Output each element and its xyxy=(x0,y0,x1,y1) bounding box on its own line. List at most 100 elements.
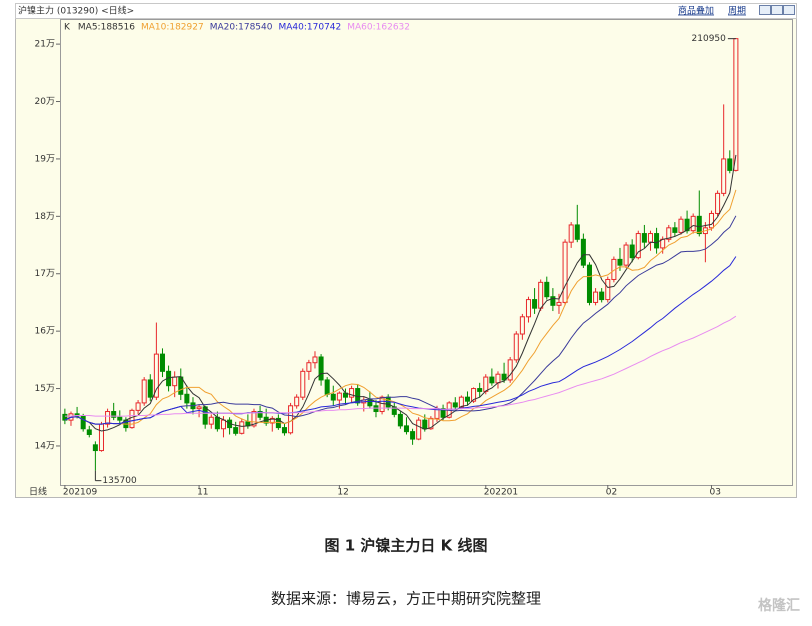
candle-body xyxy=(556,301,562,306)
candle-body xyxy=(74,413,80,417)
candle-body xyxy=(141,379,147,404)
candle-body xyxy=(696,215,702,235)
candle-body xyxy=(403,425,409,433)
candle-body xyxy=(410,431,416,440)
candle-body xyxy=(111,411,117,418)
candle-body xyxy=(507,359,513,381)
candle-body xyxy=(86,429,92,435)
candle-body xyxy=(471,388,477,402)
candle-body xyxy=(513,333,519,361)
ma-line xyxy=(64,154,737,432)
candle-body xyxy=(92,444,98,452)
x-tick-label: 11 xyxy=(197,488,208,498)
figure-caption: 图 1 沪镍主力日 K 线图 xyxy=(325,537,488,555)
header-bar xyxy=(15,3,797,19)
x-tick-label: 202201 xyxy=(484,488,518,498)
candle-body xyxy=(519,316,525,335)
candle-body xyxy=(562,241,568,303)
candle-body xyxy=(623,244,629,266)
candle-body xyxy=(239,421,245,434)
candle-body xyxy=(214,416,220,430)
candle-body xyxy=(574,224,580,240)
x-tick-label: 03 xyxy=(709,488,720,498)
candle-body xyxy=(544,281,550,298)
candle-body xyxy=(330,393,336,401)
candle-body xyxy=(593,291,599,303)
candle-body xyxy=(428,417,434,430)
candle-body xyxy=(397,413,403,427)
ma-line xyxy=(64,315,737,417)
candle-body xyxy=(367,399,373,407)
candle-body xyxy=(733,38,739,171)
candle-body xyxy=(233,427,239,434)
candle-body xyxy=(599,291,605,301)
candle-body xyxy=(306,362,312,372)
period-button[interactable]: 周期 xyxy=(728,6,746,17)
high-label: 210950 xyxy=(692,34,727,44)
chart-title: 沪镍主力 (013290) <日线> xyxy=(18,5,134,17)
candle-body xyxy=(647,233,653,243)
candle-body xyxy=(483,376,489,392)
candle-body xyxy=(721,158,727,194)
y-tick-label: 17万 xyxy=(35,269,55,279)
candle-body xyxy=(666,227,672,240)
y-tick-label: 14万 xyxy=(35,441,55,451)
icon-button[interactable] xyxy=(771,5,783,15)
candle-body xyxy=(257,411,263,418)
candle-body xyxy=(294,396,300,407)
overlay-button[interactable]: 商品叠加 xyxy=(678,5,714,17)
legend-title: K xyxy=(64,23,71,33)
candle-body xyxy=(80,415,86,430)
candle-body xyxy=(336,392,342,401)
candle-body xyxy=(654,233,660,249)
candle-body xyxy=(458,396,464,408)
candle-body xyxy=(525,299,531,318)
watermark: 格隆汇 xyxy=(758,597,800,614)
candle-body xyxy=(172,376,178,387)
candle-body xyxy=(220,419,226,430)
candle-body xyxy=(715,192,721,214)
low-label: 135700 xyxy=(102,476,137,486)
candle-body xyxy=(373,405,379,413)
candle-body xyxy=(690,215,696,232)
candle-body xyxy=(288,405,294,434)
candle-body xyxy=(300,370,306,398)
candle-body xyxy=(464,396,470,402)
candle-body xyxy=(269,417,275,424)
candle-body xyxy=(117,416,123,421)
y-tick-label: 16万 xyxy=(35,327,55,337)
candle-body xyxy=(98,423,104,452)
candle-body xyxy=(586,264,592,303)
y-tick-label: 20万 xyxy=(35,97,55,107)
candle-body xyxy=(605,278,611,301)
candle-body xyxy=(452,402,458,408)
candle-body xyxy=(135,402,141,411)
x-tick-label: 202109 xyxy=(63,488,98,498)
x-tick-label: 02 xyxy=(606,488,617,498)
candle-body xyxy=(147,379,153,398)
candle-body xyxy=(580,238,586,266)
candle-body xyxy=(538,281,544,309)
ma-line xyxy=(64,256,737,425)
candle-body xyxy=(416,419,422,440)
candle-body xyxy=(312,356,318,364)
candle-body xyxy=(318,356,324,381)
source-note: 数据来源：博易云，方正中期研究院整理 xyxy=(271,590,541,608)
candle-body xyxy=(727,158,733,171)
icon-button[interactable] xyxy=(783,5,795,15)
candle-body xyxy=(568,224,574,243)
candle-body xyxy=(202,406,208,425)
candle-body xyxy=(281,427,287,434)
candle-body xyxy=(129,409,135,429)
candle-body xyxy=(672,227,678,233)
icon-button[interactable] xyxy=(759,5,771,15)
legend-entry: MA5:188516 xyxy=(78,23,135,33)
candle-body xyxy=(501,373,507,381)
candle-body xyxy=(641,233,647,243)
candle-body xyxy=(708,212,714,229)
y-tick-label: 19万 xyxy=(35,154,55,164)
plot-area xyxy=(60,19,793,486)
candle-body xyxy=(251,411,257,427)
y-tick-label: 15万 xyxy=(35,384,55,394)
